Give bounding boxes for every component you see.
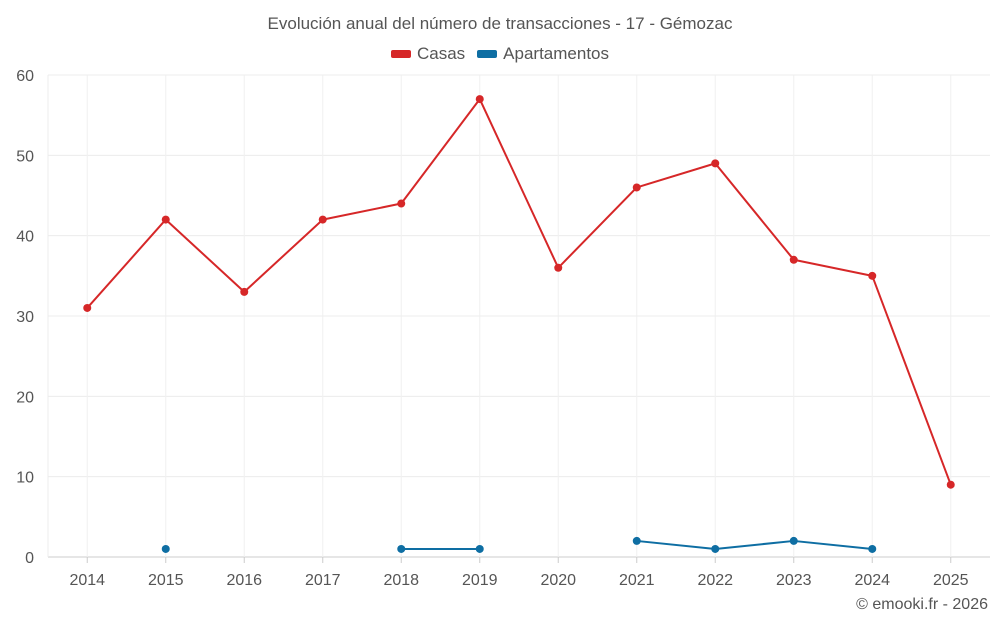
x-tick-label-2022: 2022 [697,572,733,589]
data-point-apartamentos-2024 [868,544,877,553]
data-point-apartamentos-2019 [475,544,484,553]
x-tick-label-2014: 2014 [69,572,105,589]
data-point-casas-2021 [632,183,641,192]
x-tick-label-2015: 2015 [148,572,184,589]
legend-swatch-casas [390,50,411,58]
y-tick-label-20: 20 [16,389,34,406]
y-tick-label-40: 40 [16,229,34,246]
legend-swatch-apartamentos [477,50,498,58]
x-tick-label-2016: 2016 [226,572,262,589]
y-tick-label-50: 50 [16,148,34,165]
data-point-casas-2025 [946,480,955,489]
x-tick-label-2019: 2019 [462,572,498,589]
chart-legend: Casas Apartamentos [0,44,1000,64]
data-point-casas-2014 [83,303,92,312]
data-point-apartamentos-2022 [711,544,720,553]
data-point-casas-2022 [711,159,720,168]
data-point-casas-2019 [475,95,484,104]
x-tick-label-2021: 2021 [619,572,655,589]
data-point-apartamentos-2023 [789,536,798,545]
series-line-apartamentos-2 [635,539,874,550]
y-tick-label-10: 10 [16,470,34,487]
x-tick-label-2025: 2025 [933,572,969,589]
series-line-casas-0 [86,98,952,486]
data-point-casas-2016 [240,287,249,296]
y-tick-label-60: 60 [16,68,34,85]
data-point-apartamentos-2015 [161,544,170,553]
legend-label-apartamentos: Apartamentos [503,44,610,63]
legend-label-casas: Casas [416,44,466,63]
data-point-apartamentos-2021 [632,536,641,545]
chart-title: Evolución anual del número de transaccio… [267,14,733,33]
data-point-casas-2020 [554,263,563,272]
y-tick-label-30: 30 [16,309,34,326]
data-point-casas-2018 [397,199,406,208]
data-point-casas-2024 [868,271,877,280]
x-tick-label-2017: 2017 [305,572,341,589]
data-point-apartamentos-2018 [397,544,406,553]
x-tick-label-2018: 2018 [383,572,419,589]
legend-item-casas[interactable]: Casas [390,44,466,64]
x-tick-label-2024: 2024 [854,572,890,589]
copyright-footer: © emooki.fr - 2026 [856,596,988,613]
legend-item-apartamentos[interactable]: Apartamentos [477,44,609,64]
x-tick-label-2023: 2023 [776,572,812,589]
data-point-casas-2015 [161,215,170,224]
data-point-casas-2023 [789,255,798,264]
y-tick-label-0: 0 [25,550,34,567]
data-point-casas-2017 [318,215,327,224]
x-tick-label-2020: 2020 [540,572,576,589]
